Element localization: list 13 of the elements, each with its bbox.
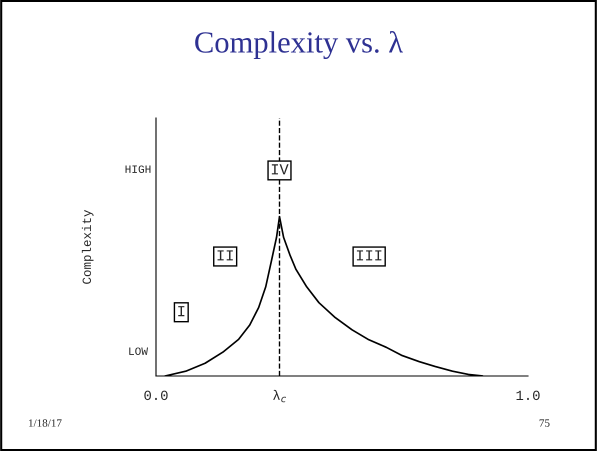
text: 1/18/17 (28, 419, 62, 427)
x-tick-label: 1.0 (516, 390, 540, 400)
text: 75 (540, 419, 550, 427)
text: LOW (129, 347, 148, 355)
text: HIGH (126, 165, 150, 173)
chart-title: Complexity vs. λ (195, 30, 403, 60)
y-axis-title: Complexity (82, 210, 94, 284)
x-tick-label: 0.0 (144, 390, 168, 400)
annotation: III (356, 250, 382, 260)
annotation: II (218, 250, 233, 260)
annotation: IV (272, 164, 289, 174)
annotation: I (178, 306, 184, 316)
x-tick-label: λ$_{c}$ (273, 390, 286, 402)
